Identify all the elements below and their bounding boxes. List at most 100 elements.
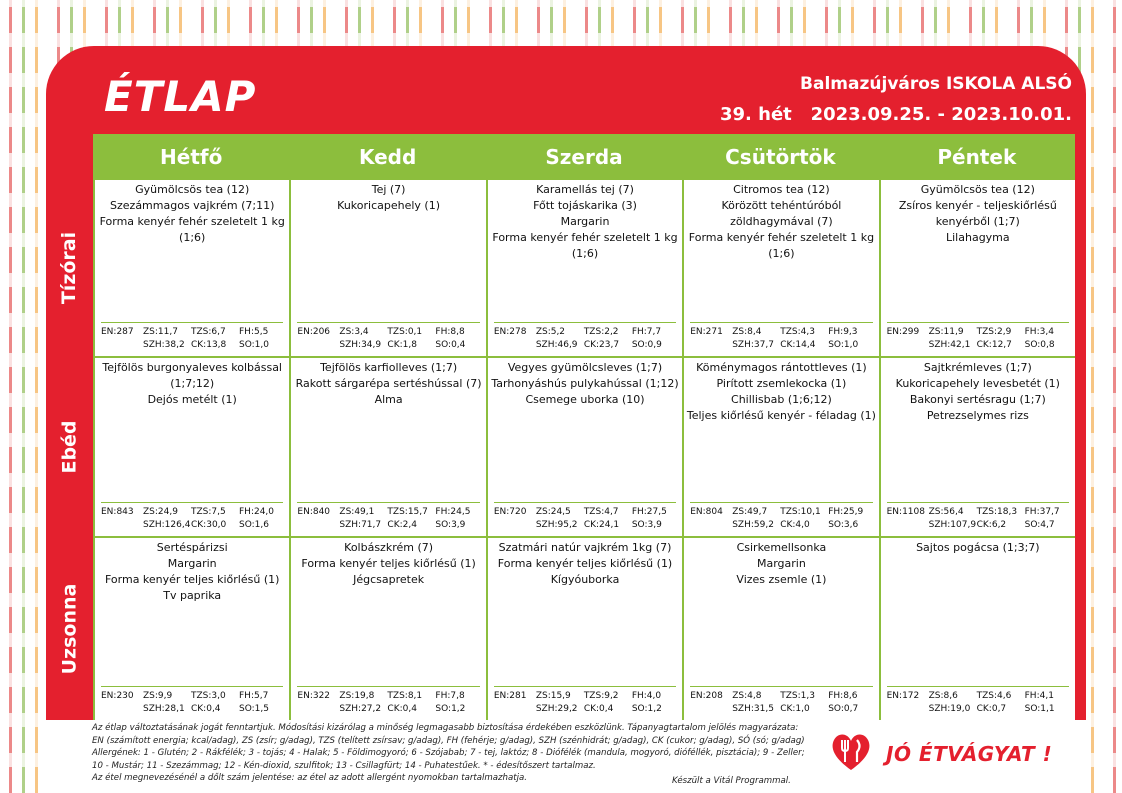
day-header-thursday: Csütörtök: [725, 145, 836, 169]
nutrition-info: EN:206 ZS:3,4 TZS:0,1 FH:8,8 SZH:34,9 CK:1,8 S…: [297, 322, 480, 352]
nutrition-row: EN:230 ZS:9,9 TZS:3,0 FH:5,7: [101, 690, 283, 703]
menu-item: Gyümölcsös tea (12): [920, 183, 1035, 196]
menu-item: Alma: [374, 393, 403, 406]
week-range: 39. hét 2023.09.25. - 2023.10.01.: [719, 104, 1072, 125]
nutrition-value: SZH:126,4: [143, 520, 191, 530]
nutrition-info: EN:278 ZS:5,2 TZS:2,2 FH:7,7 SZH:46,9 CK:23,7…: [493, 322, 677, 352]
heart-cutlery-icon: [832, 734, 870, 770]
nutrition-row: SZH:37,7 CK:14,4 SO:1,0: [690, 339, 872, 352]
menu-item: Kukoricapehely (1): [337, 199, 441, 212]
nutrition-value: CK:24,1: [583, 520, 620, 530]
nutrition-value: ZS:49,1: [339, 507, 375, 517]
nutrition-value: SZH:38,2: [143, 340, 185, 350]
nutrition-value: SZH:28,1: [143, 704, 185, 714]
meal-label-text: Uzsonna: [58, 583, 81, 675]
nutrition-value: EN:172: [886, 691, 920, 701]
nutrition-value: CK:1,8: [387, 340, 417, 350]
nutrition-value: SZH:37,7: [732, 340, 774, 350]
nutrition-value: [494, 519, 536, 532]
nutrition-value: FH:4,1: [1024, 691, 1054, 701]
school-name: Balmazújváros ISKOLA ALSÓ: [800, 74, 1072, 94]
menu-cell-wednesday: Karamellás tej (7) Főtt tojáskarika (3) Ma…: [488, 180, 685, 356]
nutrition-row: SZH:42,1 CK:12,7 SO:0,8: [887, 339, 1069, 352]
menu-item: Vegyes gyümölcsleves (1;7): [507, 361, 663, 374]
nutrition-info: EN:1108 ZS:56,4 TZS:18,3 FH:37,7 SZH:107,9 CK…: [886, 502, 1070, 532]
menu-item: Forma kenyér fehér szeletelt 1 kg: [492, 231, 678, 244]
nutrition-value: CK:14,4: [780, 340, 816, 350]
nutrition-value: SZH:31,5: [732, 704, 774, 714]
meal-label-text: Tízórai: [58, 231, 81, 305]
menu-item: Forma kenyér teljes kiőrlésű (1): [104, 573, 280, 586]
menu-item: Forma kenyér teljes kiőrlésű (1): [497, 557, 673, 570]
menu-item: Citromos tea (12): [733, 183, 830, 196]
nutrition-value: FH:24,0: [239, 507, 275, 517]
nutrition-value: ZS:24,9: [143, 507, 178, 517]
menu-item: Jégcsapretek: [353, 573, 425, 586]
menu-item: kenyérből (1;7): [935, 215, 1020, 228]
day-header-wednesday: Szerda: [545, 145, 623, 169]
nutrition-value: FH:25,9: [828, 507, 864, 517]
credit-text: Készült a Vitál Programmal.: [672, 776, 791, 786]
menu-item: Kukoricapehely levesbetét (1): [895, 377, 1060, 390]
nutrition-row: EN:322 ZS:19,8 TZS:8,1 FH:7,8: [297, 690, 479, 703]
footer-line: Az étlap változtatásának jogát fenntartj…: [92, 723, 799, 733]
nutrition-value: FH:8,6: [828, 691, 858, 701]
footer-line: 10 - Mustár; 11 - Szezámmag; 12 - Kén-di…: [92, 760, 596, 771]
menu-cell-thursday: Citromos tea (12) Körözött tehéntúróból zö…: [684, 180, 881, 356]
nutrition-value: [690, 339, 732, 352]
menu-cell-tuesday: Tejfölös karfiolleves (1;7) Rakott sárgar…: [291, 358, 488, 536]
slogan-text: JÓ ÉTVÁGYAT !: [886, 742, 1053, 766]
nutrition-value: ZS:49,7: [732, 507, 768, 517]
nutrition-value: [101, 339, 143, 352]
nutrition-info: EN:299 ZS:11,9 TZS:2,9 FH:3,4 SZH:42,1 CK:12,…: [886, 322, 1070, 352]
nutrition-value: SZH:27,2: [339, 704, 382, 714]
menu-item: Pirított zsemlekocka (1): [716, 377, 847, 390]
nutrition-value: [101, 703, 143, 716]
nutrition-value: TZS:1,3: [780, 691, 815, 701]
menu-item: Teljes kiőrlésű kenyér - féladag (1): [686, 409, 876, 422]
nutrition-row: SZH:27,2 CK:0,4 SO:1,2: [297, 703, 479, 716]
menu-item: (1;6): [571, 247, 599, 260]
nutrition-value: FH:5,7: [239, 691, 269, 701]
nutrition-row: EN:206 ZS:3,4 TZS:0,1 FH:8,8: [297, 326, 479, 339]
nutrition-value: EN:322: [297, 691, 331, 701]
nutrition-value: CK:0,4: [583, 704, 614, 714]
nutrition-value: ZS:9,9: [143, 691, 173, 701]
nutrition-info: EN:720 ZS:24,5 TZS:4,7 FH:27,5 SZH:95,2 CK:24…: [493, 502, 677, 532]
nutrition-value: EN:299: [886, 327, 920, 337]
nutrition-value: SO:0,9: [631, 340, 662, 350]
nutrition-row: SZH:107,9 CK:6,2 SO:4,7: [887, 519, 1069, 532]
nutrition-row: SZH:59,2 CK:4,0 SO:3,6: [690, 519, 872, 532]
nutrition-row: SZH:126,4 CK:30,0 SO:1,6: [101, 519, 283, 532]
meal-row: Sertéspárizsi Margarin Forma kenyér teljes…: [93, 538, 1075, 720]
nutrition-value: CK:0,4: [191, 704, 221, 714]
menu-item: Forma kenyér teljes kiőrlésű (1): [301, 557, 476, 570]
nutrition-row: EN:208 ZS:4,8 TZS:1,3 FH:8,6: [690, 690, 872, 703]
menu-item: Szezámmagos vajkrém (7;11): [110, 199, 275, 212]
meal-label: Uzsonna: [46, 538, 93, 720]
menu-cell-friday: Sajtos pogácsa (1;3;7) EN:172 ZS:8,6 TZS:4,…: [881, 538, 1075, 720]
nutrition-value: FH:27,5: [631, 507, 667, 517]
nutrition-value: [101, 519, 143, 532]
menu-cell-monday: Gyümölcsös tea (12) Szezámmagos vajkrém (…: [93, 180, 292, 356]
nutrition-value: ZS:11,9: [928, 327, 964, 337]
nutrition-value: TZS:9,2: [583, 691, 619, 701]
menu-item: Köménymagos rántottleves (1): [696, 361, 867, 374]
nutrition-row: EN:278 ZS:5,2 TZS:2,2 FH:7,7: [494, 326, 676, 339]
nutrition-row: SZH:95,2 CK:24,1 SO:3,9: [494, 519, 676, 532]
nutrition-value: [690, 703, 732, 716]
menu-cell-monday: Sertéspárizsi Margarin Forma kenyér teljes…: [93, 538, 292, 720]
menu-item: Sajtos pogácsa (1;3;7): [916, 541, 1040, 554]
nutrition-value: CK:4,0: [780, 520, 810, 530]
nutrition-value: [690, 519, 732, 532]
menu-item: (1;7;12): [170, 377, 215, 390]
nutrition-value: CK:6,2: [976, 520, 1007, 530]
menu-item: Tarhonyáshús pulykahússal (1;12): [491, 377, 679, 390]
nutrition-row: SZH:34,9 CK:1,8 SO:0,4: [297, 339, 479, 352]
menu-item: Tejfölös burgonyaleves kolbással: [102, 361, 282, 374]
menu-item: Kolbászkrém (7): [344, 541, 434, 554]
menu-item: Vizes zsemle (1): [736, 573, 827, 586]
menu-item: Margarin: [560, 215, 610, 228]
nutrition-value: CK:0,4: [387, 704, 417, 714]
nutrition-value: FH:7,8: [435, 691, 465, 701]
